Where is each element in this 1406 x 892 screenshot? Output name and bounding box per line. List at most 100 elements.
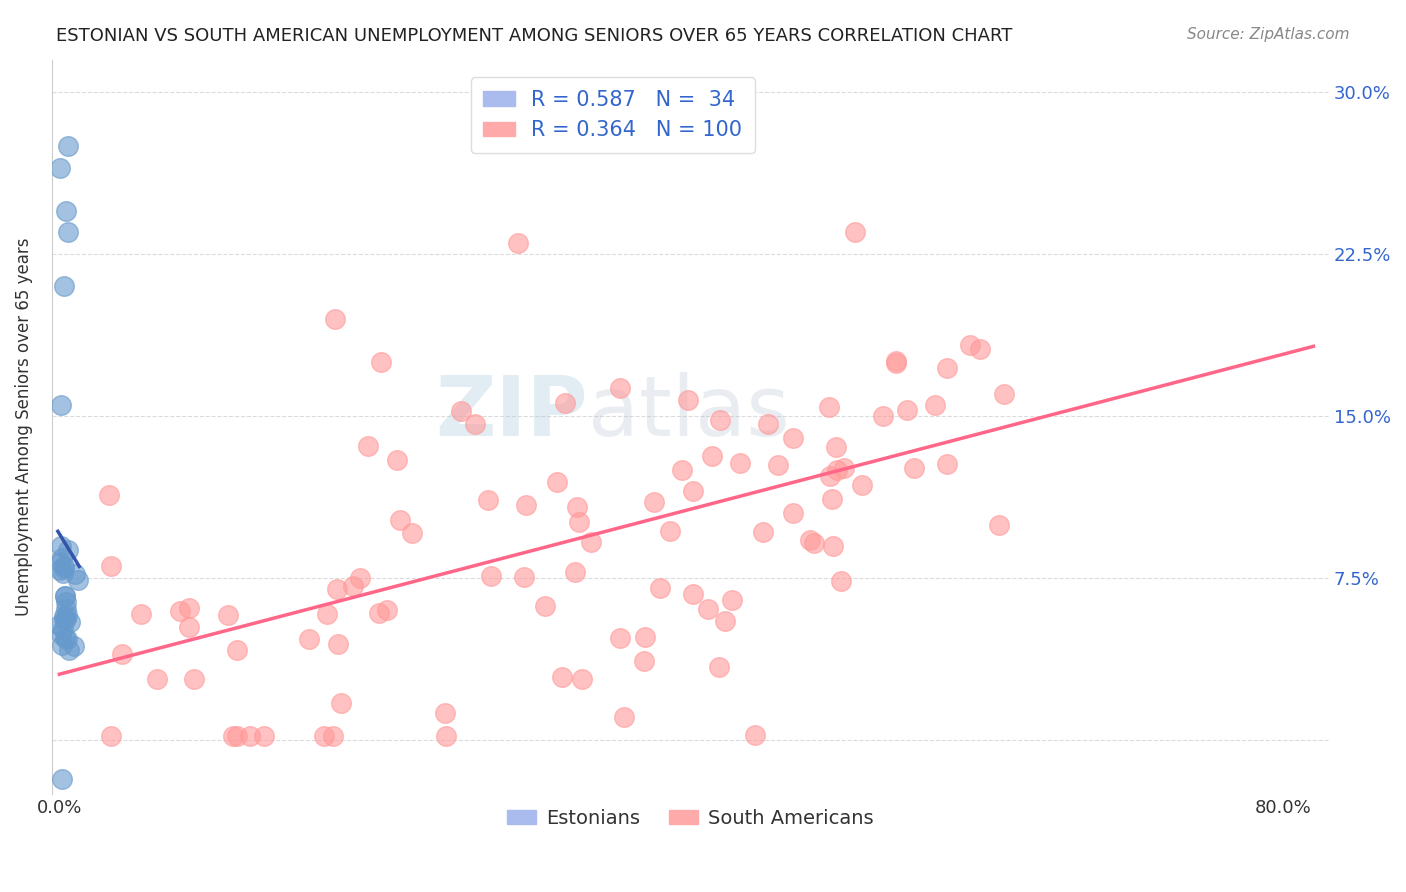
Point — [53, 609, 76, 624]
Point — [55, 612, 77, 626]
Point — [872, 409, 894, 424]
Y-axis label: Unemployment Among Seniors over 65 years: Unemployment Among Seniors over 65 years — [15, 237, 32, 616]
Point — [314, 729, 336, 743]
Point — [129, 607, 152, 621]
Point — [830, 574, 852, 588]
Point — [884, 356, 907, 370]
Point — [818, 469, 841, 483]
Point — [323, 311, 346, 326]
Point — [222, 729, 245, 743]
Point — [924, 398, 946, 412]
Point — [63, 566, 86, 581]
Point — [825, 440, 848, 454]
Point — [111, 647, 134, 661]
Point — [936, 360, 959, 375]
Point — [49, 539, 72, 553]
Point — [851, 477, 873, 491]
Point — [58, 139, 80, 153]
Point — [609, 631, 631, 645]
Point — [650, 581, 672, 595]
Point — [477, 493, 499, 508]
Point — [464, 417, 486, 431]
Text: ESTONIAN VS SOUTH AMERICAN UNEMPLOYMENT AMONG SENIORS OVER 65 YEARS CORRELATION : ESTONIAN VS SOUTH AMERICAN UNEMPLOYMENT … — [56, 27, 1012, 45]
Point — [100, 729, 122, 743]
Point — [969, 343, 991, 357]
Text: ZIP: ZIP — [436, 372, 588, 452]
Point — [52, 612, 75, 626]
Point — [714, 614, 737, 628]
Point — [993, 386, 1015, 401]
Point — [782, 431, 804, 445]
Point — [55, 602, 77, 616]
Point — [633, 654, 655, 668]
Point — [63, 639, 86, 653]
Point — [225, 643, 247, 657]
Point — [370, 355, 392, 369]
Point — [49, 627, 72, 641]
Point — [375, 603, 398, 617]
Point — [49, 398, 72, 412]
Point — [55, 595, 77, 609]
Point — [179, 601, 201, 615]
Point — [146, 672, 169, 686]
Point — [56, 632, 79, 646]
Point — [217, 608, 239, 623]
Point — [326, 637, 349, 651]
Point — [58, 642, 80, 657]
Point — [935, 457, 957, 471]
Point — [52, 558, 75, 573]
Point — [385, 453, 408, 467]
Point — [52, 566, 75, 581]
Point — [52, 560, 75, 574]
Point — [823, 539, 845, 553]
Point — [49, 555, 72, 569]
Point — [239, 729, 262, 743]
Point — [546, 475, 568, 489]
Point — [388, 513, 411, 527]
Point — [903, 460, 925, 475]
Point — [756, 417, 779, 431]
Point — [633, 630, 655, 644]
Point — [183, 672, 205, 686]
Point — [896, 402, 918, 417]
Point — [799, 533, 821, 547]
Point — [609, 380, 631, 394]
Point — [678, 393, 700, 408]
Point — [434, 706, 457, 720]
Point — [53, 589, 76, 603]
Point — [67, 574, 90, 588]
Point — [52, 622, 75, 636]
Point — [56, 543, 79, 558]
Point — [959, 338, 981, 352]
Text: Source: ZipAtlas.com: Source: ZipAtlas.com — [1187, 27, 1350, 42]
Point — [568, 515, 591, 529]
Point — [436, 729, 458, 743]
Point — [571, 673, 593, 687]
Point — [721, 592, 744, 607]
Point — [508, 236, 530, 251]
Point — [479, 568, 502, 582]
Point — [782, 506, 804, 520]
Point — [744, 728, 766, 742]
Point — [53, 631, 76, 645]
Point — [844, 226, 866, 240]
Legend: Estonians, South Americans: Estonians, South Americans — [499, 801, 882, 836]
Point — [613, 710, 636, 724]
Point — [803, 535, 825, 549]
Point — [49, 563, 72, 577]
Point — [700, 449, 723, 463]
Point — [513, 570, 536, 584]
Point — [330, 696, 353, 710]
Point — [98, 488, 121, 502]
Point — [554, 396, 576, 410]
Point — [643, 495, 665, 509]
Point — [817, 400, 839, 414]
Point — [356, 439, 378, 453]
Point — [52, 279, 75, 293]
Point — [51, 772, 73, 786]
Text: atlas: atlas — [588, 372, 790, 452]
Point — [349, 571, 371, 585]
Point — [100, 559, 122, 574]
Point — [450, 404, 472, 418]
Point — [886, 354, 908, 368]
